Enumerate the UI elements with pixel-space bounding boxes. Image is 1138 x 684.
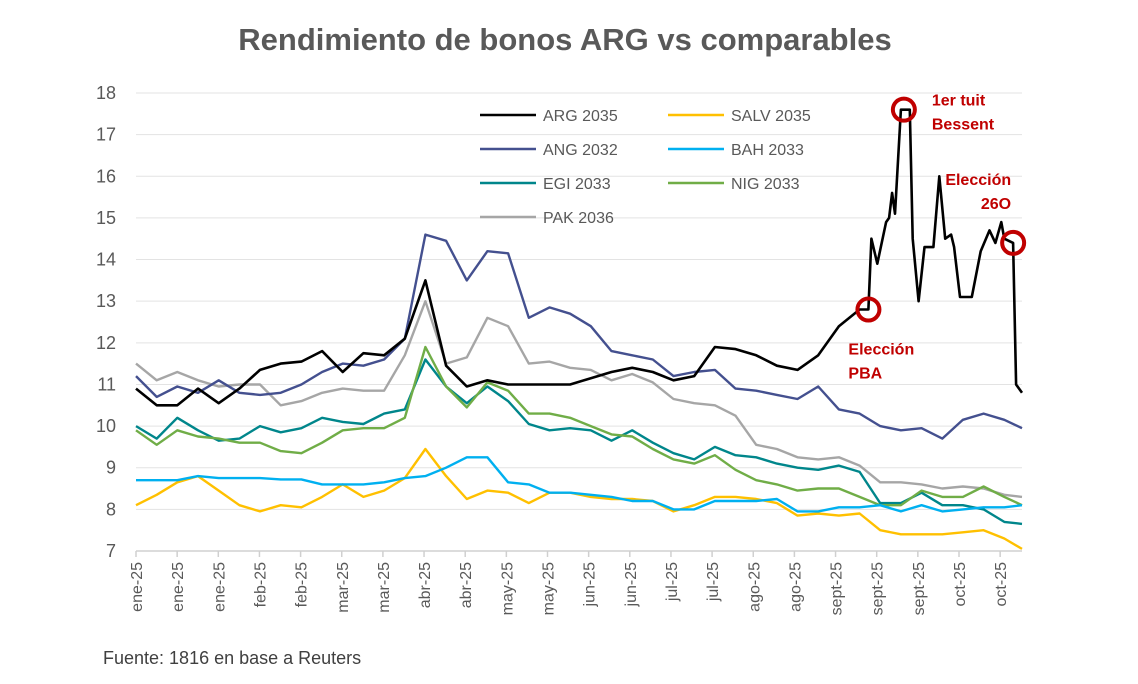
x-tick-label: ene-25 bbox=[129, 562, 146, 612]
legend-item: PAK 2036 bbox=[480, 210, 614, 227]
annotation-label: Elección bbox=[848, 342, 914, 359]
x-tick-label: sept-25 bbox=[870, 562, 887, 615]
annotation-label: Elección bbox=[945, 172, 1011, 189]
legend-item: ANG 2032 bbox=[480, 142, 618, 159]
annotations: Elección PBA 1er tuit Bessent Elección 26O bbox=[848, 93, 1027, 383]
x-tick-label: jul-25 bbox=[705, 562, 722, 602]
y-tick-label: 15 bbox=[96, 208, 116, 228]
annotation-label: Bessent bbox=[932, 117, 995, 134]
x-tick-label: ene-25 bbox=[170, 562, 187, 612]
x-tick-label: oct-25 bbox=[952, 562, 969, 607]
legend-label: PAK 2036 bbox=[543, 210, 614, 227]
x-tick-label: jul-25 bbox=[664, 562, 681, 602]
x-tick-label: jun-25 bbox=[623, 562, 640, 608]
legend-label: ANG 2032 bbox=[543, 142, 618, 159]
series-line-pak-2036 bbox=[135, 300, 1023, 499]
x-tick-label: jun-25 bbox=[582, 562, 599, 608]
gridlines bbox=[136, 92, 1022, 510]
x-tick-label: may-25 bbox=[499, 562, 516, 615]
y-tick-label: 10 bbox=[96, 416, 116, 436]
series-line-ang-2032 bbox=[135, 233, 1023, 440]
legend-label: NIG 2033 bbox=[731, 176, 800, 193]
x-tick-label: oct-25 bbox=[993, 562, 1010, 607]
annotation-circle bbox=[855, 296, 882, 323]
y-tick-label: 13 bbox=[96, 291, 116, 311]
legend-label: SALV 2035 bbox=[731, 108, 811, 125]
y-tick-label: 7 bbox=[106, 541, 116, 561]
x-axis: ene-25 ene-25 ene-25 feb-25 feb-25 mar-25 mar-… bbox=[129, 550, 1022, 615]
y-tick-label: 14 bbox=[96, 250, 116, 270]
annotation-label: 1er tuit bbox=[932, 93, 986, 110]
annotation: Elección 26O bbox=[945, 172, 1027, 256]
annotation-circle bbox=[890, 96, 917, 123]
x-tick-label: ene-25 bbox=[211, 562, 228, 612]
annotation: 1er tuit Bessent bbox=[890, 93, 995, 134]
source-note: Fuente: 1816 en base a Reuters bbox=[103, 648, 361, 668]
annotation-circle bbox=[1000, 229, 1027, 256]
y-tick-label: 16 bbox=[96, 166, 116, 186]
x-tick-label: sept-25 bbox=[829, 562, 846, 615]
annotation-label: PBA bbox=[848, 366, 882, 383]
x-tick-label: ago-25 bbox=[787, 562, 804, 612]
y-tick-label: 17 bbox=[96, 125, 116, 145]
legend-item: ARG 2035 bbox=[480, 108, 618, 125]
legend-label: ARG 2035 bbox=[543, 108, 618, 125]
legend-label: EGI 2033 bbox=[543, 176, 611, 193]
legend-item: SALV 2035 bbox=[668, 108, 811, 125]
y-tick-label: 11 bbox=[97, 374, 116, 394]
x-tick-label: feb-25 bbox=[294, 562, 311, 607]
x-tick-label: sept-25 bbox=[911, 562, 928, 615]
legend-label: BAH 2033 bbox=[731, 142, 804, 159]
annotation: Elección PBA bbox=[848, 296, 914, 383]
legend-item: NIG 2033 bbox=[668, 176, 800, 193]
y-tick-label: 8 bbox=[106, 499, 116, 519]
chart-title: Rendimiento de bonos ARG vs comparables bbox=[238, 22, 891, 57]
y-tick-label: 12 bbox=[96, 333, 116, 353]
series-line-egi-2033 bbox=[135, 358, 1023, 526]
series-line-nig-2033 bbox=[135, 345, 1023, 507]
series-line-bah-2033 bbox=[136, 456, 1023, 513]
x-tick-label: mar-25 bbox=[376, 562, 393, 613]
y-tick-label: 18 bbox=[96, 83, 116, 103]
series-lines bbox=[135, 108, 1024, 550]
x-tick-label: mar-25 bbox=[335, 562, 352, 613]
y-axis: 7 8 9 10 11 12 13 14 15 16 17 18 bbox=[96, 83, 116, 561]
x-tick-label: abr-25 bbox=[458, 562, 475, 608]
x-tick-label: may-25 bbox=[541, 562, 558, 615]
legend-item: BAH 2033 bbox=[668, 142, 804, 159]
series-line-arg-2035 bbox=[135, 108, 1024, 407]
annotation-label: 26O bbox=[981, 196, 1011, 213]
x-tick-label: abr-25 bbox=[417, 562, 434, 608]
legend: ARG 2035 SALV 2035 ANG 2032 BAH 2033 EGI 203… bbox=[480, 108, 811, 227]
y-tick-label: 9 bbox=[106, 458, 116, 478]
series-line-salv-2035 bbox=[135, 447, 1023, 550]
x-tick-label: feb-25 bbox=[252, 562, 269, 607]
x-tick-label: ago-25 bbox=[746, 562, 763, 612]
legend-item: EGI 2033 bbox=[480, 176, 611, 193]
